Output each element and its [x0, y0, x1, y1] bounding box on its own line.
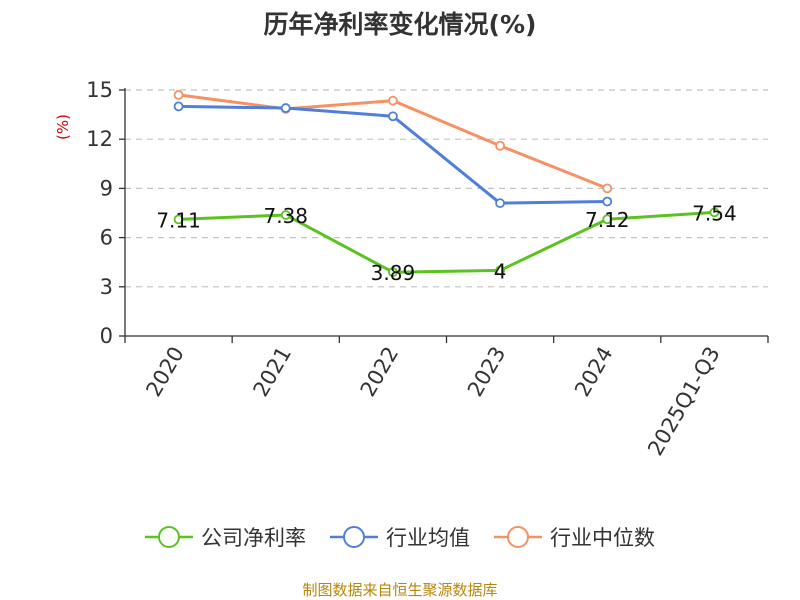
- data-label: 7.38: [263, 204, 308, 228]
- data-point: [388, 111, 398, 122]
- data-point: [173, 214, 184, 225]
- y-axis-unit: (%): [54, 114, 72, 140]
- chart-title: 历年净利率变化情况(%): [264, 10, 537, 39]
- legend-label: 公司净利率: [201, 526, 306, 550]
- data-point: [709, 207, 720, 218]
- data-label: 7.12: [585, 208, 630, 232]
- data-point: [280, 103, 291, 113]
- data-point: [602, 183, 613, 194]
- x-tick-label: 2021: [249, 343, 297, 401]
- y-tick-label: 3: [100, 275, 113, 299]
- data-point: [602, 196, 613, 207]
- series-line: [178, 93, 608, 190]
- legend-marker: [343, 526, 365, 548]
- x-tick-label: 2023: [463, 343, 511, 401]
- legend-label: 行业中位数: [550, 526, 655, 550]
- data-point: [495, 198, 505, 209]
- data-label: 3.89: [371, 261, 416, 285]
- x-tick-label: 2025Q1-Q3: [643, 343, 725, 460]
- y-tick-label: 12: [86, 127, 113, 151]
- legend-label: 行业均值: [386, 526, 470, 550]
- y-tick-label: 9: [100, 176, 113, 200]
- x-tick-label: 2020: [141, 343, 189, 401]
- y-tick-label: 6: [100, 226, 113, 250]
- y-tick-label: 0: [100, 324, 113, 348]
- grid: [125, 89, 768, 288]
- x-tick-label: 2024: [570, 343, 618, 401]
- data-label: 7.11: [156, 208, 201, 232]
- data-point: [173, 101, 184, 112]
- data-point: [388, 95, 398, 106]
- data-point: [280, 210, 291, 220]
- y-tick-label: 15: [86, 78, 113, 102]
- legend-marker: [158, 526, 180, 548]
- data-point: [602, 214, 613, 225]
- legend-marker: [507, 526, 529, 548]
- x-tick-label: 2022: [356, 343, 404, 401]
- axes: 0 3 6 9 12 15 2020 2021 2022 2023 2024 2025Q1-Q3: [86, 78, 769, 460]
- data-point: [495, 265, 505, 276]
- legend: 公司净利率 行业均值 行业中位数: [145, 526, 655, 550]
- data-point: [173, 90, 184, 100]
- series-group: 7.11 7.38 3.89 4 7.12 7.54: [156, 90, 737, 285]
- data-label: 7.54: [692, 201, 737, 225]
- data-point: [388, 267, 398, 278]
- series-line: [178, 210, 715, 274]
- data-point: [495, 140, 505, 151]
- data-label: 4: [494, 259, 507, 283]
- data-source: 制图数据来自恒生聚源数据库: [302, 581, 497, 599]
